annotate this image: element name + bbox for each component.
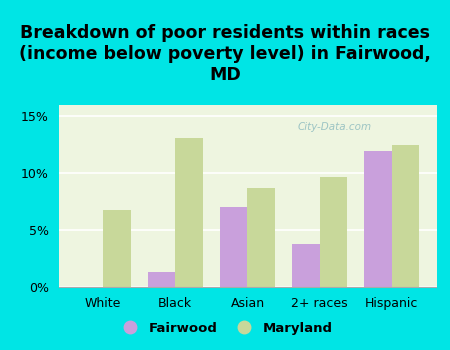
Bar bbox=[320, 177, 347, 287]
Bar bbox=[103, 210, 130, 287]
Text: Breakdown of poor residents within races
(income below poverty level) in Fairwoo: Breakdown of poor residents within races… bbox=[19, 25, 431, 84]
Legend: Fairwood, Maryland: Fairwood, Maryland bbox=[112, 316, 338, 340]
Bar bbox=[176, 138, 203, 287]
Text: City-Data.com: City-Data.com bbox=[297, 122, 372, 132]
Bar bbox=[364, 150, 392, 287]
Bar bbox=[292, 244, 320, 287]
Bar bbox=[392, 145, 419, 287]
Bar bbox=[148, 272, 176, 287]
Bar bbox=[220, 207, 248, 287]
Bar bbox=[248, 188, 275, 287]
